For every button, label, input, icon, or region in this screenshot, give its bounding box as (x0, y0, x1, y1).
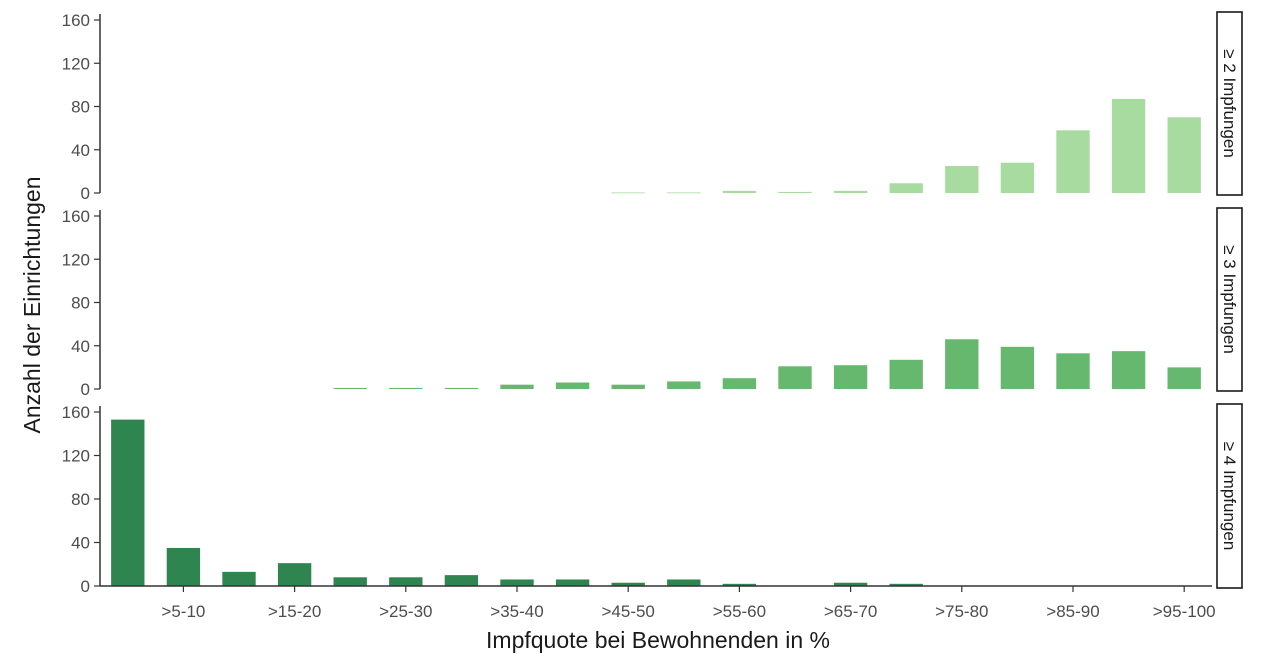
y-tick-label: 120 (62, 447, 90, 466)
x-tick-label: >45-50 (601, 602, 654, 621)
panel-strip-label: ≥ 2 Impfungen (1220, 49, 1239, 158)
bar->75-80 (945, 339, 979, 389)
y-tick-label: 120 (62, 54, 90, 73)
x-tick-label: >25-30 (379, 602, 432, 621)
y-tick-label: 40 (71, 337, 90, 356)
x-tick-label: >65-70 (824, 602, 877, 621)
x-tick-label: >95-100 (1153, 602, 1216, 621)
bar->55-60 (722, 378, 757, 389)
x-tick-label: >55-60 (713, 602, 766, 621)
bar->55-60 (722, 190, 757, 193)
panel-2: 0 40 80 120 160 ≥ 3 Impfungen (62, 207, 1243, 399)
bar->30-35 (444, 575, 479, 586)
bar->10-15 (222, 571, 256, 586)
y-tick-label: 0 (81, 184, 90, 203)
bar->90-95 (1111, 351, 1146, 389)
bar->60-65 (778, 366, 812, 389)
x-axis-title: Impfquote bei Bewohnenden in % (486, 627, 830, 653)
bar->45-50 (611, 192, 645, 194)
bar->60-65 (778, 191, 812, 193)
y-tick-label: 160 (62, 11, 90, 30)
bar->45-50 (611, 384, 645, 389)
y-tick-label: 80 (71, 98, 90, 117)
bar->70-75 (889, 183, 923, 193)
bar->50-55 (667, 192, 701, 194)
panel-strip (1216, 403, 1243, 589)
bar->80-85 (1000, 162, 1035, 193)
bar->95-100 (1167, 367, 1201, 389)
bar->90-95 (1111, 98, 1146, 193)
y-tick-label: 40 (71, 141, 90, 160)
bar->5-10 (166, 547, 201, 586)
bar->50-55 (667, 381, 701, 389)
panel-strip-label: ≥ 4 Impfungen (1220, 442, 1239, 551)
bar->65-70 (833, 190, 868, 193)
y-axis-title: Anzahl der Einrichtungen (19, 177, 45, 434)
bar->80-85 (1000, 346, 1035, 389)
panel-strip (1216, 207, 1243, 392)
bar->35-40 (500, 579, 534, 586)
panel-strip-label: ≥ 3 Impfungen (1220, 245, 1239, 354)
panel-strip (1216, 11, 1243, 196)
bar->95-100 (1167, 117, 1201, 193)
x-tick-label: >85-90 (1046, 602, 1099, 621)
bar->85-90 (1056, 353, 1090, 389)
bar->65-70 (833, 582, 868, 586)
bar->30-35 (444, 387, 479, 389)
bar->65-70 (833, 365, 868, 389)
x-tick-label: >35-40 (490, 602, 543, 621)
y-tick-label: 0 (81, 380, 90, 399)
bar->20-25 (333, 387, 367, 389)
panel-3: 0 40 80 120 160 ≥ 4 Impfungen (62, 403, 1243, 596)
x-axis: >5-10 >15-20 >25-30 >35-40 >45-50 >55-60 >65-7… (100, 585, 1216, 621)
bar->40-45 (555, 579, 590, 586)
bar->75-80 (945, 165, 979, 193)
y-tick-label: 160 (62, 403, 90, 422)
bar->15-20 (277, 563, 312, 586)
y-tick-label: 120 (62, 250, 90, 269)
y-tick-label: 80 (71, 490, 90, 509)
bar-0-5 (111, 419, 145, 586)
bar->85-90 (1056, 130, 1090, 193)
bar->25-30 (389, 577, 423, 586)
y-tick-label: 160 (62, 207, 90, 226)
bar->25-30 (389, 387, 423, 389)
y-tick-label: 40 (71, 534, 90, 553)
bar->35-40 (500, 384, 534, 389)
bar->70-75 (889, 359, 923, 389)
bar->55-60 (722, 583, 757, 586)
bar->50-55 (667, 579, 701, 586)
bar->70-75 (889, 583, 923, 586)
x-tick-label: >75-80 (935, 602, 988, 621)
bar->45-50 (611, 582, 645, 586)
chart-panels: 0 40 80 120 160 ≥ 2 Impfungen 0 40 80 120 160 ≥ 3 I… (62, 11, 1243, 596)
panel-1: 0 40 80 120 160 ≥ 2 Impfungen (62, 11, 1243, 203)
y-tick-label: 80 (71, 294, 90, 313)
bar->40-45 (555, 382, 590, 389)
bar->20-25 (333, 577, 367, 586)
x-tick-label: >5-10 (161, 602, 205, 621)
y-tick-label: 0 (81, 577, 90, 596)
x-tick-label: >15-20 (268, 602, 321, 621)
